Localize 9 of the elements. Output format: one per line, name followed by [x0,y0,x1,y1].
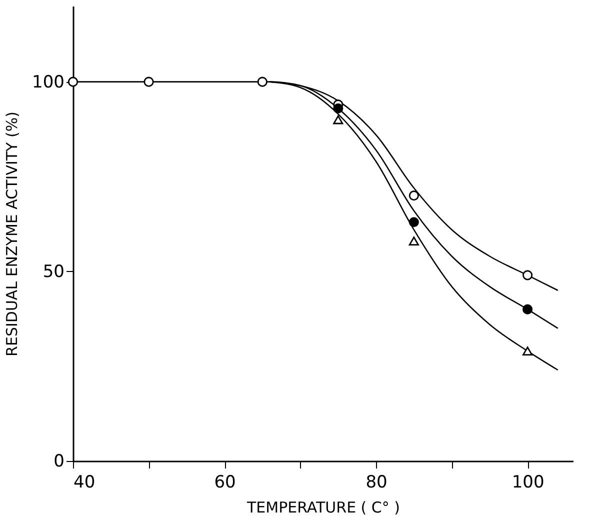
y-tick-label: 0 [54,452,64,472]
x-tick-label: 80 [366,472,388,492]
y-tick-label: 100 [32,72,64,92]
x-axis-title: TEMPERATURE ( C° ) [246,498,400,516]
x-tick-label: 60 [214,472,236,492]
y-tick-label: 50 [42,262,64,282]
x-tick-label: 40 [74,472,96,492]
x-tick-label: 100 [512,472,544,492]
y-axis-title: RESIDUAL ENZYME ACTIVITY (%) [3,112,22,356]
